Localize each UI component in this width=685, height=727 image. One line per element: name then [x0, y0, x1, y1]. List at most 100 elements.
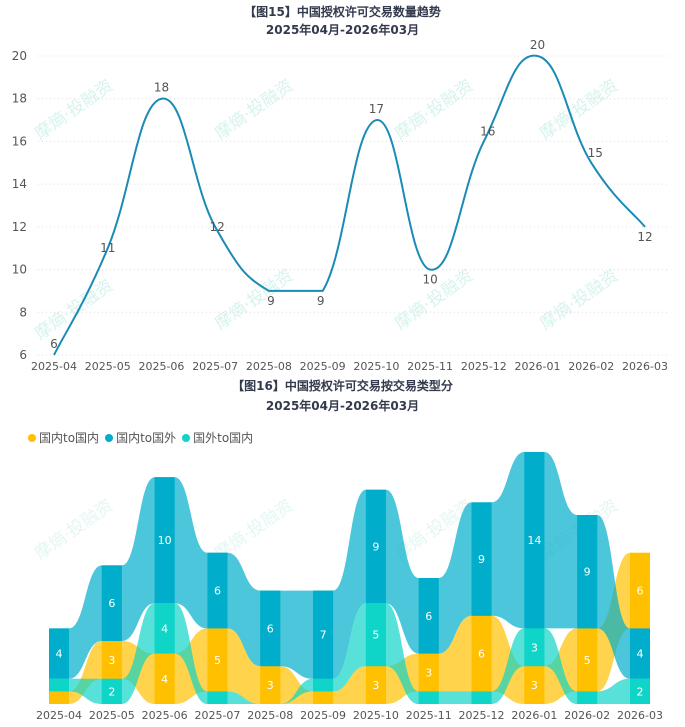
legend-item-foreign-domestic[interactable]: 国外to国内: [182, 429, 253, 446]
chart2-title: 【图16】中国授权许可交易按交易类型分: [232, 379, 453, 393]
ribbon-1: [207, 552, 281, 667]
bar-segment: [577, 515, 598, 629]
bar-segment: [365, 666, 386, 704]
ribbon-1: [101, 477, 175, 641]
data-label: 9: [267, 294, 275, 308]
y-tick-label: 14: [12, 177, 27, 191]
x-tick-label: 2026-03: [617, 709, 663, 722]
bar-label: 3: [425, 667, 432, 680]
ribbon-2: [154, 603, 228, 704]
ribbon-2: [313, 603, 386, 692]
bar-segment: [524, 666, 545, 704]
watermark: 摩熵·投融资: [31, 76, 117, 144]
bar-label: 5: [214, 654, 221, 667]
x-tick-label: 2025-08: [247, 709, 293, 722]
x-tick-label: 2026-02: [568, 360, 614, 372]
bar-segment: [313, 590, 334, 679]
ribbon-0: [154, 628, 228, 704]
bar-segment: [365, 489, 386, 604]
bar-segment: [260, 666, 281, 704]
bar-segment: [313, 691, 334, 704]
bar-label: 3: [267, 679, 274, 692]
bar-segment: [524, 452, 545, 629]
bar-segment: [471, 691, 492, 704]
watermark: 摩熵·投融资: [391, 496, 477, 564]
y-tick-label: 12: [12, 220, 27, 234]
bar-label: 5: [584, 654, 591, 667]
chart1-title: 【图15】中国授权许可交易数量趋势: [244, 5, 441, 19]
data-label: 9: [317, 294, 325, 308]
bar-segment: [154, 653, 175, 704]
ribbon-2: [365, 603, 439, 704]
y-tick-label: 20: [12, 49, 27, 63]
ribbon-0: [365, 653, 439, 704]
watermark: 摩熵·投融资: [536, 496, 622, 564]
watermark: 摩熵·投融资: [536, 76, 622, 144]
watermark: 摩熵·投融资: [211, 266, 297, 334]
ribbon-1: [524, 452, 598, 629]
legend-item-domestic-domestic[interactable]: 国内to国内: [28, 429, 99, 446]
ribbon-0: [471, 615, 545, 704]
bar-segment: [471, 502, 492, 616]
ribbon-0: [418, 615, 492, 692]
bar-segment: [260, 590, 281, 667]
watermark: 摩熵·投融资: [211, 76, 297, 144]
data-label: 11: [100, 241, 115, 255]
y-tick-label: 10: [12, 263, 27, 277]
x-tick-label: 2026-01: [511, 709, 557, 722]
bar-segment: [101, 678, 122, 704]
x-tick-label: 2025-09: [300, 360, 346, 372]
x-tick-label: 2025-07: [194, 709, 240, 722]
bar-segment: [577, 691, 598, 704]
bar-segment: [49, 628, 69, 679]
ribbon-1: [471, 452, 545, 629]
legend-dot-icon: [28, 433, 36, 442]
chart1-subtitle: 2025年04月-2026年03月: [265, 23, 420, 37]
watermark: 摩熵·投融资: [31, 276, 117, 344]
bar-label: 2: [637, 685, 644, 698]
data-label: 18: [154, 81, 169, 95]
data-label: 12: [637, 230, 652, 244]
bar-segment: [49, 691, 69, 704]
bar-label: 4: [56, 648, 63, 661]
bar-segment: [418, 578, 439, 654]
ribbon-2: [260, 678, 334, 704]
bar-label: 14: [527, 534, 541, 547]
ribbon-2: [207, 691, 281, 704]
ribbon-2: [101, 603, 175, 704]
data-label: 15: [588, 146, 603, 160]
legend-label: 国外to国内: [193, 431, 254, 445]
bar-label: 6: [214, 585, 221, 598]
y-tick-label: 8: [19, 305, 27, 319]
ribbon-0: [577, 552, 650, 692]
bar-segment: [313, 678, 334, 692]
bar-label: 6: [478, 648, 485, 661]
x-tick-label: 2026-03: [622, 360, 668, 372]
ribbon-1: [418, 502, 492, 654]
x-tick-label: 2025-07: [192, 360, 238, 372]
x-tick-label: 2025-06: [138, 360, 184, 372]
x-tick-label: 2026-01: [515, 360, 561, 372]
bar-segment: [101, 641, 122, 679]
legend-item-domestic-foreign[interactable]: 国内to国外: [105, 429, 176, 446]
x-tick-label: 2025-11: [407, 360, 453, 372]
legend-dot-icon: [105, 433, 114, 442]
ribbon-1: [260, 590, 334, 679]
data-label: 10: [422, 273, 437, 287]
ribbon-1: [154, 477, 228, 629]
bar-label: 3: [531, 679, 538, 692]
bar-label: 7: [320, 629, 327, 642]
data-label: 17: [369, 102, 384, 116]
x-tick-label: 2025-06: [142, 709, 188, 722]
watermark: 摩熵·投融资: [536, 266, 622, 334]
bar-segment: [207, 552, 228, 629]
bar-label: 3: [531, 641, 538, 654]
bar-label: 6: [108, 597, 115, 610]
x-tick-label: 2026-02: [564, 709, 610, 722]
bar-segment: [471, 615, 492, 692]
legend-label: 国内to国外: [116, 431, 177, 445]
y-tick-label: 6: [19, 348, 27, 362]
bar-segment: [524, 628, 545, 667]
bar-label: 3: [108, 654, 115, 667]
